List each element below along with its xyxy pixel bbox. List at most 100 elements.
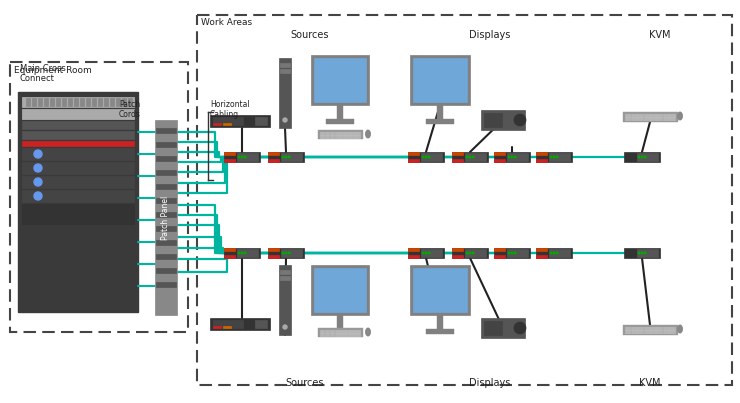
Bar bbox=[326, 329, 354, 334]
Circle shape bbox=[554, 156, 555, 158]
Bar bbox=[426, 329, 454, 334]
Bar bbox=[340, 137, 345, 138]
Circle shape bbox=[514, 156, 516, 158]
Bar bbox=[413, 268, 467, 312]
Bar bbox=[631, 114, 636, 115]
Bar bbox=[22, 121, 134, 129]
Bar bbox=[22, 141, 134, 146]
Bar bbox=[22, 97, 134, 107]
Bar bbox=[279, 265, 291, 335]
Bar bbox=[268, 248, 304, 258]
Bar bbox=[350, 134, 355, 136]
Ellipse shape bbox=[678, 112, 682, 120]
Bar bbox=[210, 115, 270, 127]
Bar bbox=[320, 131, 324, 133]
Circle shape bbox=[34, 178, 42, 186]
Bar bbox=[494, 152, 505, 155]
Circle shape bbox=[642, 156, 643, 158]
Bar bbox=[355, 131, 360, 133]
Bar bbox=[420, 249, 443, 257]
Bar bbox=[213, 326, 221, 328]
Bar bbox=[311, 55, 369, 105]
Circle shape bbox=[423, 156, 424, 158]
Bar bbox=[22, 190, 134, 202]
Bar bbox=[637, 118, 643, 120]
Bar bbox=[345, 334, 350, 336]
Bar bbox=[625, 116, 630, 118]
Bar bbox=[536, 248, 547, 251]
Bar bbox=[340, 131, 345, 133]
Bar bbox=[340, 134, 345, 136]
Bar bbox=[644, 118, 650, 120]
Bar bbox=[345, 131, 350, 133]
Bar bbox=[452, 248, 488, 258]
Bar bbox=[625, 326, 630, 328]
Bar bbox=[224, 159, 235, 162]
Bar bbox=[280, 276, 290, 280]
Bar bbox=[452, 152, 488, 162]
Bar bbox=[548, 153, 571, 161]
Bar bbox=[156, 142, 176, 147]
Bar bbox=[156, 198, 176, 203]
Text: Sources: Sources bbox=[291, 30, 329, 40]
Bar bbox=[280, 249, 302, 257]
Bar bbox=[663, 118, 669, 120]
Bar bbox=[494, 248, 505, 251]
Bar bbox=[625, 332, 630, 333]
Bar bbox=[213, 123, 221, 125]
Bar bbox=[128, 98, 132, 106]
Bar bbox=[268, 255, 279, 258]
Bar bbox=[22, 204, 134, 224]
Bar bbox=[637, 332, 643, 333]
Bar bbox=[507, 153, 528, 161]
Bar bbox=[156, 170, 176, 175]
Circle shape bbox=[423, 252, 424, 254]
Bar bbox=[325, 137, 329, 138]
Circle shape bbox=[34, 150, 42, 158]
Bar bbox=[644, 114, 650, 115]
Bar bbox=[314, 268, 366, 312]
Bar bbox=[452, 255, 462, 258]
Bar bbox=[255, 320, 267, 328]
Bar bbox=[625, 118, 630, 120]
Bar bbox=[669, 326, 675, 328]
Bar bbox=[650, 118, 656, 120]
Circle shape bbox=[34, 164, 42, 172]
Bar bbox=[156, 240, 176, 245]
Circle shape bbox=[469, 156, 471, 158]
Bar bbox=[56, 98, 60, 106]
Bar bbox=[330, 334, 334, 336]
Bar bbox=[337, 105, 343, 121]
Bar bbox=[237, 153, 258, 161]
Text: KVM: KVM bbox=[639, 378, 661, 388]
Ellipse shape bbox=[678, 325, 682, 333]
Bar bbox=[62, 98, 66, 106]
Bar bbox=[656, 114, 662, 115]
Bar bbox=[335, 332, 340, 334]
Circle shape bbox=[514, 252, 516, 254]
Circle shape bbox=[472, 252, 474, 254]
Bar bbox=[536, 159, 547, 162]
Bar bbox=[325, 131, 329, 133]
Bar bbox=[408, 248, 419, 251]
Bar bbox=[340, 332, 345, 334]
Bar bbox=[22, 97, 134, 107]
Bar bbox=[465, 249, 486, 257]
Bar bbox=[637, 116, 643, 118]
Bar bbox=[669, 114, 675, 115]
Text: Main Cross
Connect: Main Cross Connect bbox=[20, 64, 66, 83]
Bar bbox=[44, 98, 48, 106]
Bar bbox=[536, 152, 547, 155]
Ellipse shape bbox=[366, 130, 370, 138]
Bar bbox=[268, 152, 304, 162]
Circle shape bbox=[286, 252, 287, 254]
Circle shape bbox=[645, 156, 646, 158]
Bar bbox=[452, 159, 462, 162]
Bar bbox=[536, 248, 572, 258]
Bar bbox=[345, 134, 350, 136]
Bar bbox=[481, 318, 525, 338]
Bar bbox=[637, 114, 643, 115]
Bar bbox=[156, 268, 176, 273]
Circle shape bbox=[556, 156, 558, 158]
Bar bbox=[92, 98, 96, 106]
